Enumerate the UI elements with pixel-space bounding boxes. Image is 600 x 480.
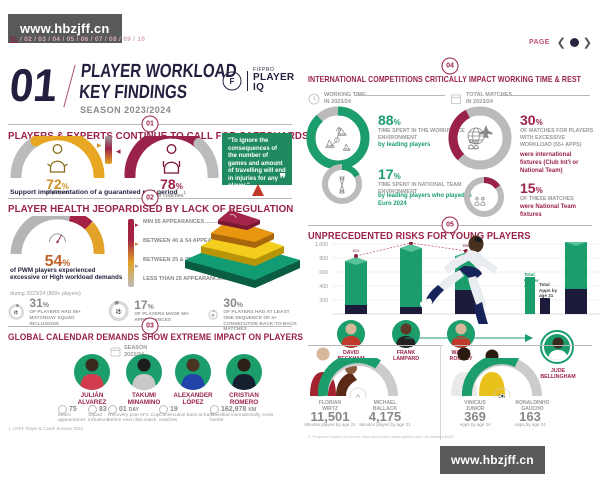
svg-text:⏱: ⏱ [356,394,361,398]
svg-text:⚽: ⚽ [211,313,215,317]
svg-text:200: 200 [319,298,328,304]
svg-text:⚽: ⚽ [115,308,122,315]
svg-text:⚽: ⚽ [497,393,506,398]
svg-text:800: 800 [319,256,328,262]
svg-text:400: 400 [319,284,328,290]
svg-text:1,000: 1,000 [315,242,328,248]
svg-text:F: F [230,77,235,86]
svg-text:824: 824 [353,248,360,253]
svg-text:600: 600 [319,270,328,276]
svg-text:⚽: ⚽ [13,309,19,314]
